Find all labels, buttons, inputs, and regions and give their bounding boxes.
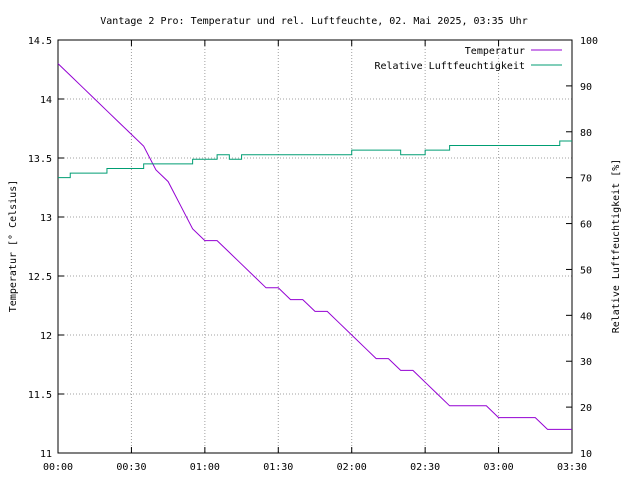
legend-label: Temperatur: [465, 46, 525, 57]
legend: Temperatur Relative Luftfeuchtigkeit: [374, 46, 562, 72]
y-axis-right: 100 90 80 70 60 50 40 30 20 10: [566, 36, 598, 460]
x-tick-label: 02:00: [337, 462, 367, 473]
y2-tick-label: 40: [580, 311, 592, 322]
grid: [58, 40, 572, 453]
y2-axis-label: Relative Luftfeuchtigkeit [%]: [611, 159, 622, 334]
series-line-0: [57, 63, 572, 430]
y2-tick-label: 20: [580, 403, 592, 414]
series-line-1: [58, 140, 572, 179]
x-axis: 00:00 00:30 01:00 01:30 02:00 02:30 03:00 03:30: [43, 40, 587, 473]
y-tick-label: 14.5: [28, 36, 52, 47]
y2-tick-label: 50: [580, 265, 592, 276]
x-tick-label: 03:30: [557, 462, 587, 473]
plot-frame: [57, 39, 573, 454]
y-tick-label: 12.5: [28, 272, 52, 283]
x-tick-label: 00:30: [116, 462, 146, 473]
y-tick-label: 12: [40, 331, 52, 342]
y-tick-label: 11: [40, 449, 52, 460]
y2-tick-label: 60: [580, 220, 592, 231]
y-axis-label: Temperatur [° Celsius]: [8, 180, 19, 312]
y-tick-label: 13: [40, 213, 52, 224]
legend-label: Relative Luftfeuchtigkeit: [374, 61, 525, 72]
y-tick-label: 13.5: [28, 154, 52, 165]
y-tick-label: 14: [40, 95, 52, 106]
y-axis-left: 14.5 14 13.5 13 12.5 12 11.5 11: [28, 36, 64, 460]
x-tick-label: 00:00: [43, 462, 73, 473]
y-tick-label: 11.5: [28, 390, 52, 401]
y2-tick-label: 70: [580, 174, 592, 185]
chart-title: Vantage 2 Pro: Temperatur und rel. Luftf…: [100, 16, 527, 27]
x-tick-label: 02:30: [410, 462, 440, 473]
x-tick-label: 01:00: [190, 462, 220, 473]
y2-tick-label: 80: [580, 128, 592, 139]
y2-tick-label: 100: [580, 36, 598, 47]
x-tick-label: 03:00: [484, 462, 514, 473]
y2-tick-label: 10: [580, 449, 592, 460]
y2-tick-label: 90: [580, 82, 592, 93]
series-lines: [57, 63, 572, 430]
y2-tick-label: 30: [580, 357, 592, 368]
x-tick-label: 01:30: [263, 462, 293, 473]
